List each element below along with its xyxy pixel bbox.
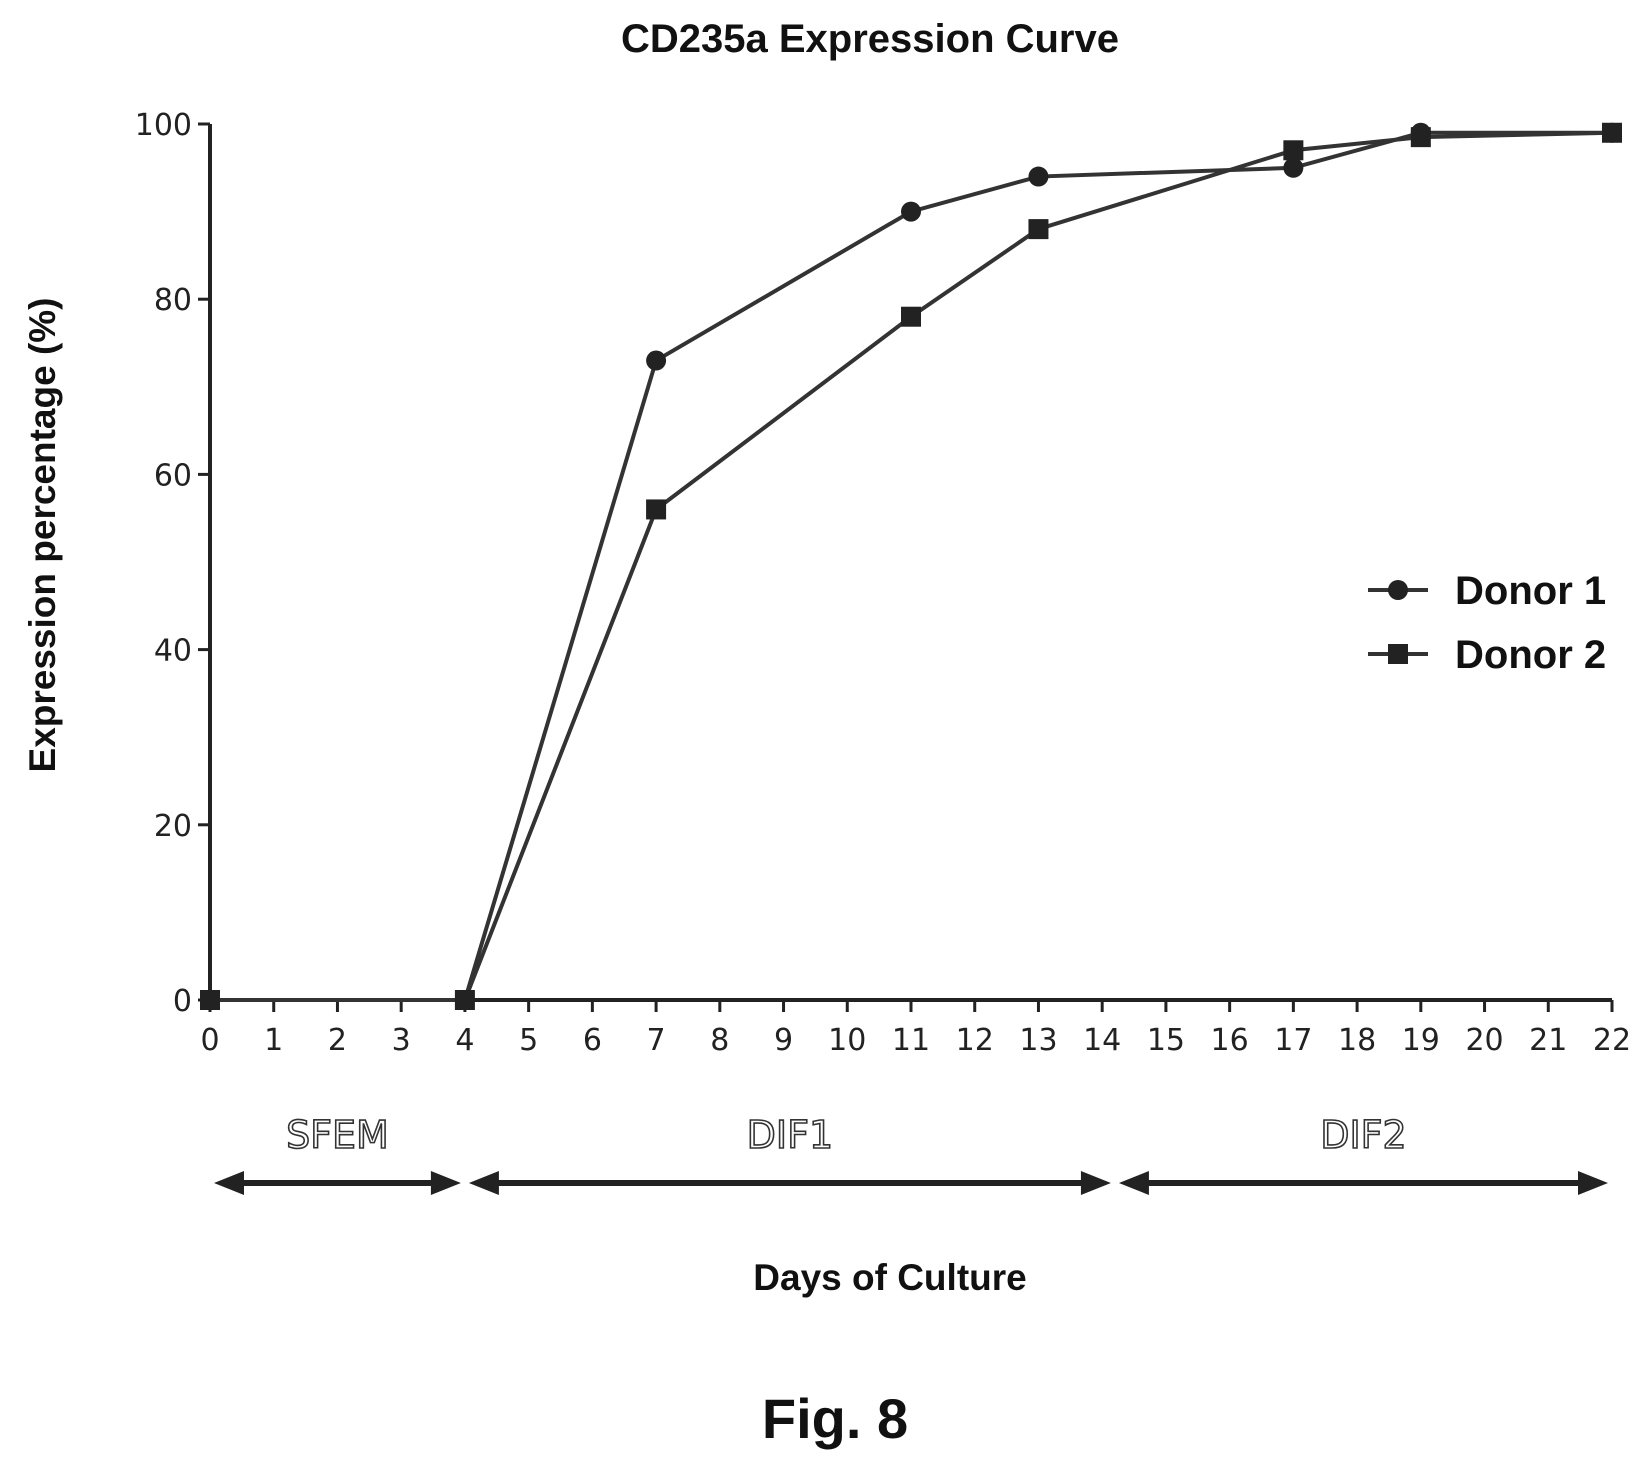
series-1 bbox=[200, 122, 1622, 1010]
legend-swatch-marker bbox=[1388, 580, 1408, 600]
x-tick-label: 14 bbox=[1083, 1023, 1121, 1058]
data-point bbox=[646, 350, 667, 371]
x-tick-label: 16 bbox=[1211, 1023, 1249, 1058]
x-tick-label: 1 bbox=[264, 1023, 283, 1058]
x-tick-label: 3 bbox=[392, 1023, 411, 1058]
chart-title: CD235a Expression Curve bbox=[621, 17, 1119, 61]
legend-label: Donor 1 bbox=[1455, 569, 1606, 613]
phase-arrow-head-left bbox=[214, 1171, 244, 1195]
y-tick-label: 20 bbox=[154, 809, 192, 844]
data-point bbox=[1283, 140, 1304, 161]
phase-dif2: DIF2 bbox=[1118, 1112, 1608, 1195]
data-point bbox=[901, 201, 921, 222]
data-point bbox=[1028, 166, 1049, 187]
x-tick-label: 4 bbox=[455, 1023, 474, 1058]
phase-arrow-head-right bbox=[430, 1171, 461, 1195]
x-tick-label: 7 bbox=[647, 1023, 666, 1058]
x-tick-label: 17 bbox=[1274, 1023, 1312, 1058]
data-point bbox=[1602, 122, 1622, 143]
phase-arrow-head-right bbox=[1080, 1171, 1111, 1195]
y-tick-label: 80 bbox=[154, 283, 192, 318]
x-tick-label: 2 bbox=[328, 1023, 347, 1058]
x-tick-label: 22 bbox=[1593, 1023, 1631, 1058]
x-tick-label: 21 bbox=[1529, 1023, 1567, 1058]
data-point bbox=[454, 990, 475, 1010]
legend-label: Donor 2 bbox=[1455, 633, 1606, 677]
y-tick-label: 0 bbox=[173, 984, 192, 1019]
phase-arrow-head-left bbox=[468, 1171, 499, 1195]
figure-label: Fig. 8 bbox=[762, 1387, 908, 1450]
series-line bbox=[210, 130, 1613, 1002]
phase-dif1: DIF1 bbox=[468, 1112, 1111, 1195]
data-point bbox=[1410, 127, 1431, 148]
legend-swatch-marker bbox=[1388, 644, 1408, 664]
x-tick-label: 12 bbox=[956, 1023, 994, 1058]
phase-annotations: SFEM DIF1 DIF2 bbox=[214, 1112, 1608, 1195]
x-tick-label: 6 bbox=[583, 1023, 602, 1058]
x-tick-label: 18 bbox=[1338, 1023, 1376, 1058]
x-tick-label: 8 bbox=[710, 1023, 729, 1058]
x-tick-label: 10 bbox=[828, 1023, 866, 1058]
series-line bbox=[210, 130, 1612, 1002]
x-tick-label: 13 bbox=[1019, 1023, 1057, 1058]
phase-label: DIF2 bbox=[1320, 1113, 1407, 1157]
x-tick-label: 11 bbox=[892, 1023, 930, 1058]
data-point bbox=[646, 499, 667, 520]
phase-arrow-head-left bbox=[1118, 1171, 1149, 1195]
x-tick-label: 19 bbox=[1402, 1023, 1440, 1058]
series-2 bbox=[200, 122, 1622, 1010]
x-tick-label: 0 bbox=[200, 1023, 219, 1058]
y-tick-label: 60 bbox=[154, 458, 192, 493]
data-point bbox=[200, 990, 220, 1010]
y-axis-label: Expression percentage (%) bbox=[22, 298, 63, 773]
y-tick-label: 40 bbox=[154, 634, 192, 669]
phase-label: SFEM bbox=[286, 1113, 389, 1157]
series-layer bbox=[200, 122, 1622, 1010]
data-point bbox=[901, 306, 921, 327]
x-ticks: 0 1 2 3 4 5 6 7 8 9 10 11 12 13 14 15 16 17 18 19 20 21 22 bbox=[200, 1000, 1631, 1058]
y-ticks: 0 20 40 60 80 100 bbox=[135, 108, 210, 1019]
x-tick-label: 15 bbox=[1147, 1023, 1185, 1058]
x-tick-label: 5 bbox=[519, 1023, 538, 1058]
data-point bbox=[1028, 219, 1049, 240]
y-tick-label: 100 bbox=[135, 108, 192, 143]
data-point bbox=[1283, 157, 1304, 178]
x-tick-label: 20 bbox=[1465, 1023, 1503, 1058]
phase-arrow-head-right bbox=[1578, 1171, 1608, 1195]
x-tick-label: 9 bbox=[774, 1023, 793, 1058]
phase-label: DIF1 bbox=[747, 1113, 834, 1157]
legend: Donor 1 Donor 2 bbox=[1368, 569, 1606, 677]
legend-item: Donor 1 bbox=[1368, 569, 1606, 613]
legend-item: Donor 2 bbox=[1368, 633, 1606, 677]
axes bbox=[208, 124, 1612, 1002]
x-axis-label: Days of Culture bbox=[753, 1257, 1026, 1298]
phase-sfem: SFEM bbox=[214, 1112, 461, 1195]
